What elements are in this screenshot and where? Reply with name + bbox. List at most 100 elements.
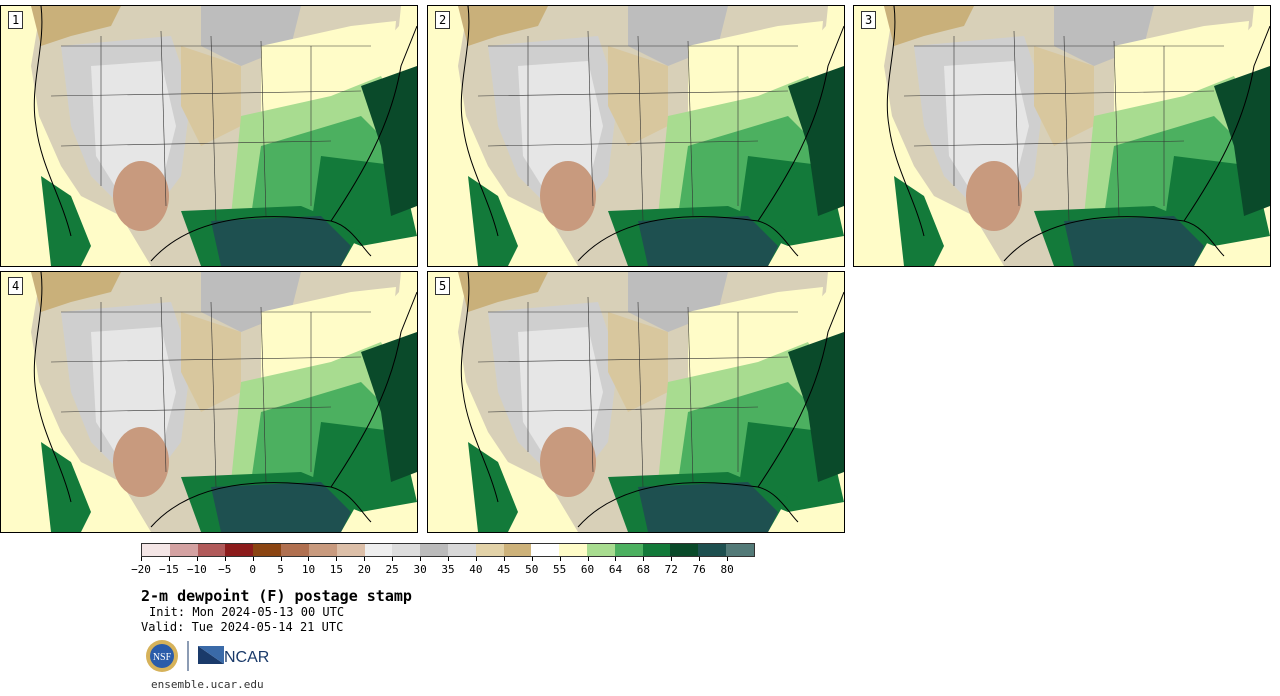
colorbar-swatch — [142, 544, 170, 556]
coastline — [886, 6, 1270, 262]
colorbar-tick-label: 68 — [636, 563, 650, 576]
plains-tan-region — [608, 46, 668, 146]
southwest-dry-region — [540, 427, 596, 497]
init-time: Init: Mon 2024-05-13 00 UTC — [149, 605, 345, 619]
colorbar-swatch — [447, 544, 476, 556]
colorbar-swatch — [531, 544, 560, 556]
baja-humid-region — [894, 176, 944, 266]
southwest-dry-region — [966, 161, 1022, 231]
colorbar-tick — [699, 557, 701, 561]
colorbar-swatch — [587, 544, 615, 556]
state-borders — [50, 30, 371, 222]
nsf-logo-text: NSF — [153, 652, 172, 663]
state-borders — [477, 296, 798, 488]
dewpoint-map-4 — [1, 272, 417, 532]
colorbar-ticks: −20 −15 −10 −5 0 5 10 15 20 25 30 35 40 45 50 55 60 64 68 7… — [131, 557, 755, 577]
map-panel-4[interactable]: 4 — [0, 271, 418, 533]
atlantic-humid-region — [361, 332, 417, 482]
baja-humid-region — [468, 442, 518, 532]
map-panel-2[interactable]: 2 — [427, 5, 845, 267]
southwest-dry-region — [113, 427, 169, 497]
panel-number-label: 3 — [861, 11, 877, 29]
colorbar-tick — [224, 557, 226, 561]
gulf-of-mexico — [638, 216, 778, 266]
colorbar-tick-label: 80 — [720, 563, 734, 576]
colorbar-tick — [196, 557, 198, 561]
colorbar-tick — [420, 557, 422, 561]
colorbar-tick — [475, 557, 477, 561]
atlantic-humid-region — [1214, 66, 1270, 216]
southwest-dry-region — [540, 161, 596, 231]
colorbar-swatch — [698, 544, 727, 556]
state-borders — [477, 30, 798, 222]
coastline — [33, 272, 417, 528]
colorbar-tick — [559, 557, 561, 561]
colorbar-swatch — [364, 544, 393, 556]
colorbar-tick-label: 30 — [413, 563, 427, 576]
gulf-of-mexico — [211, 482, 351, 532]
colorbar-swatch — [197, 544, 226, 556]
northwest-tan-region — [458, 6, 548, 46]
colorbar-swatch — [336, 544, 365, 556]
atlantic-humid-region — [788, 66, 844, 216]
colorbar-tick-label: −15 — [158, 563, 179, 576]
colorbar-swatch — [281, 544, 309, 556]
colorbar-swatch — [670, 544, 699, 556]
colorbar-tick-label: 20 — [357, 563, 371, 576]
map-panel-5[interactable]: 5 — [427, 271, 845, 533]
colorbar-swatch — [726, 544, 754, 556]
colorbar-swatch — [420, 544, 448, 556]
gulf-of-mexico — [638, 482, 778, 532]
colorbar-tick-label: 50 — [525, 563, 539, 576]
baja-humid-region — [468, 176, 518, 266]
colorbar-tick-label: 35 — [441, 563, 455, 576]
logos: NSF NCAR — [146, 640, 269, 672]
map-panel-3[interactable]: 3 — [853, 5, 1271, 267]
colorbar-tick-label: 5 — [277, 563, 284, 576]
baja-humid-region — [41, 442, 91, 532]
colorbar-swatch — [503, 544, 532, 556]
colorbar-tick-label: 10 — [301, 563, 316, 576]
atlantic-humid-region — [361, 66, 417, 216]
colorbar-tick-label: 55 — [553, 563, 567, 576]
colorbar-tick — [336, 557, 338, 561]
panel-number-label: 1 — [8, 11, 24, 29]
colorbar-tick-label: 15 — [329, 563, 343, 576]
northwest-tan-region — [458, 272, 548, 312]
colorbar-swatch — [392, 544, 421, 556]
plains-tan-region — [181, 312, 241, 412]
colorbar-tick — [503, 557, 505, 561]
colorbar-tick — [141, 557, 142, 561]
colorbar-tick-label: 25 — [385, 563, 399, 576]
atlantic-humid-region — [788, 332, 844, 482]
colorbar-tick-label: 40 — [469, 563, 483, 576]
colorbar-tick-label: −10 — [186, 563, 207, 576]
map-panel-1[interactable]: 1 — [0, 5, 418, 267]
colorbar-tick-label: 76 — [692, 563, 706, 576]
colorbar-tick-label: 64 — [608, 563, 623, 576]
colorbar-swatch — [642, 544, 671, 556]
colorbar-tick — [308, 557, 310, 561]
ncar-logo-icon: NCAR — [198, 646, 269, 666]
colorbar-tick — [671, 557, 673, 561]
colorbar-tick — [280, 557, 282, 561]
colorbar-tick-label: −20 — [131, 563, 151, 576]
ncar-logo-text: NCAR — [224, 649, 269, 666]
colorbar-tick — [615, 557, 617, 561]
colorbar-tick — [168, 557, 170, 561]
colorbar-tick-label: 45 — [497, 563, 511, 576]
colorbar-tick — [727, 557, 729, 561]
colorbar-swatch — [225, 544, 254, 556]
coastline — [460, 272, 844, 528]
site-url: ensemble.ucar.edu — [151, 678, 264, 691]
plains-tan-region — [181, 46, 241, 146]
state-borders — [50, 296, 371, 488]
colorbar-swatch — [475, 544, 504, 556]
plains-tan-region — [608, 312, 668, 412]
colorbar-tick — [531, 557, 533, 561]
colorbar-tick — [587, 557, 589, 561]
colorbar-tick — [252, 557, 254, 561]
coastline — [460, 6, 844, 262]
colorbar-tick-label: 60 — [580, 563, 595, 576]
panel-number-label: 4 — [8, 277, 24, 295]
